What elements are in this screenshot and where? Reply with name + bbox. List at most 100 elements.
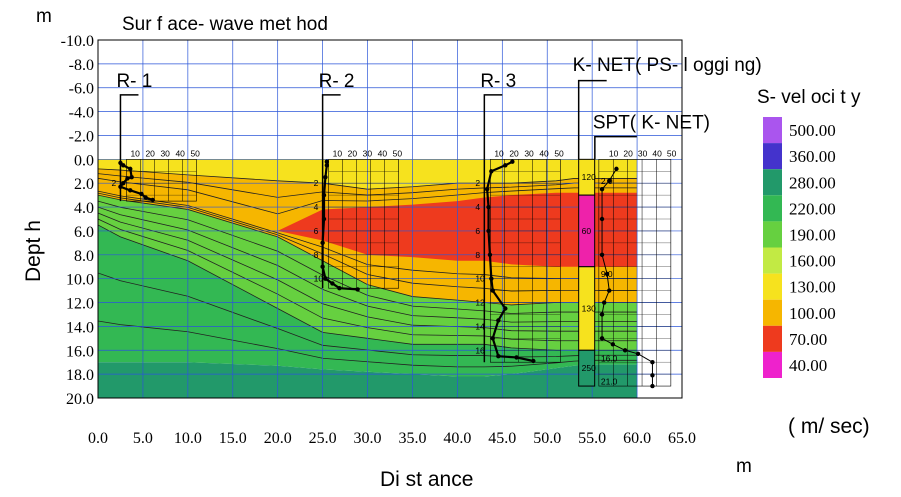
y-tick-label: 0.0 <box>74 152 94 169</box>
legend-label: 500.00 <box>789 121 836 140</box>
spt-tick: 10 <box>609 148 619 158</box>
x-tick-label: 20.0 <box>264 430 292 447</box>
y-tick-label: -10.0 <box>61 33 94 50</box>
contour-line <box>98 320 638 368</box>
spt-point <box>650 360 655 365</box>
y-tick-label: 16.0 <box>66 343 94 360</box>
borehole-r-1: R- 1 10 20 30 40 50 2 <box>111 71 200 203</box>
x-tick-label: 5.0 <box>133 430 153 447</box>
x-tick-label: 10.0 <box>174 430 202 447</box>
spt-point <box>599 216 605 222</box>
legend-swatch <box>763 247 782 274</box>
y-tick-label: 6.0 <box>74 224 94 241</box>
x-tick-label: 40.0 <box>443 430 471 447</box>
n-value-tick: 10 <box>494 148 504 158</box>
depth-label: 16 <box>475 345 485 355</box>
depth-label: 6 <box>475 226 480 236</box>
depth-label: 14 <box>475 321 485 331</box>
contour-line <box>98 212 638 332</box>
y-tick-label: -4.0 <box>69 105 94 122</box>
n-value-tick: 30 <box>363 148 373 158</box>
spt-tick: 30 <box>638 148 648 158</box>
borehole-label: R- 2 <box>319 71 355 92</box>
x-tick-label: 15.0 <box>219 430 247 447</box>
y-tick-label: -6.0 <box>69 81 94 98</box>
depth-label: 10 <box>475 274 485 284</box>
n-value-point <box>486 228 491 234</box>
k-net-layer-label: 130 <box>582 304 596 314</box>
n-value-point <box>321 216 327 222</box>
n-value-point <box>490 288 495 293</box>
depth-label: 4 <box>314 202 319 212</box>
contour-line <box>98 272 638 358</box>
legend-label: 100.00 <box>789 304 836 323</box>
n-value-point <box>484 186 490 192</box>
borehole-r-2: R- 2 10 20 30 40 50 2 4 6 8 10 <box>314 71 402 292</box>
contour-line <box>98 192 638 292</box>
n-value-tick: 10 <box>130 148 140 158</box>
n-value-point <box>510 159 515 164</box>
legend-swatch <box>763 325 782 352</box>
legend-swatch <box>763 273 782 300</box>
legend-swatch <box>763 299 782 326</box>
n-value-tick: 30 <box>160 148 170 158</box>
spt-point <box>650 373 655 378</box>
n-value-point <box>486 204 491 210</box>
n-value-point <box>320 264 325 269</box>
spt-frame <box>598 159 672 387</box>
n-value-point <box>489 169 494 174</box>
n-value-point <box>321 192 327 198</box>
n-value-tick: 20 <box>145 148 155 158</box>
spt-value-label: 16.0 <box>601 354 618 364</box>
x-unit-label: m <box>736 456 752 477</box>
n-value-point <box>121 163 126 168</box>
depth-label: 2 <box>314 178 319 188</box>
legend-swatch <box>763 221 782 248</box>
y-tick-label: 10.0 <box>66 272 94 289</box>
spt-point <box>635 351 641 357</box>
y-tick-label: 2.0 <box>74 176 94 193</box>
n-value-point <box>503 163 508 168</box>
k-net-label: K- NET( PS- l oggi ng) <box>573 55 762 76</box>
n-value-point <box>129 175 134 180</box>
spt-point <box>604 271 610 277</box>
n-value-point <box>324 163 330 168</box>
spt-point <box>599 252 605 257</box>
x-tick-label: 60.0 <box>623 430 651 447</box>
spt-line <box>601 168 653 387</box>
spt-label: SPT( K- NET) <box>593 112 710 133</box>
legend-label: 40.00 <box>789 356 827 375</box>
spt-point <box>614 166 619 172</box>
n-value-point <box>323 276 328 281</box>
depth-label: 12 <box>475 298 485 308</box>
n-value-point <box>143 195 148 200</box>
contour-line <box>98 177 638 215</box>
x-tick-label: 25.0 <box>309 430 337 447</box>
n-value-point <box>139 191 144 197</box>
spt-point <box>610 342 616 347</box>
spt-tick: 40 <box>652 148 662 158</box>
spt-tick: 50 <box>667 148 677 158</box>
spt-point <box>622 348 628 353</box>
legend-label: 280.00 <box>789 173 836 192</box>
x-tick-label: 65.0 <box>668 430 696 447</box>
legend-label: 190.00 <box>789 225 836 244</box>
n-value-tick: 20 <box>348 148 358 158</box>
borehole-bracket <box>321 94 341 289</box>
y-tick-label: 4.0 <box>74 200 94 217</box>
borehole-label: R- 3 <box>480 71 516 92</box>
spt-point <box>607 178 612 184</box>
legend-swatch <box>763 195 782 222</box>
legend-label: 130.00 <box>789 278 836 297</box>
n-value-tick: 40 <box>378 148 388 158</box>
borehole-bracket <box>119 94 139 202</box>
legend-label: 220.00 <box>789 199 836 218</box>
legend-label: 70.00 <box>789 330 827 349</box>
n-value-frame <box>328 159 399 289</box>
x-tick-label: 35.0 <box>398 430 426 447</box>
legend-swatch <box>763 351 782 378</box>
n-value-point <box>128 166 133 172</box>
n-value-point <box>514 355 519 360</box>
